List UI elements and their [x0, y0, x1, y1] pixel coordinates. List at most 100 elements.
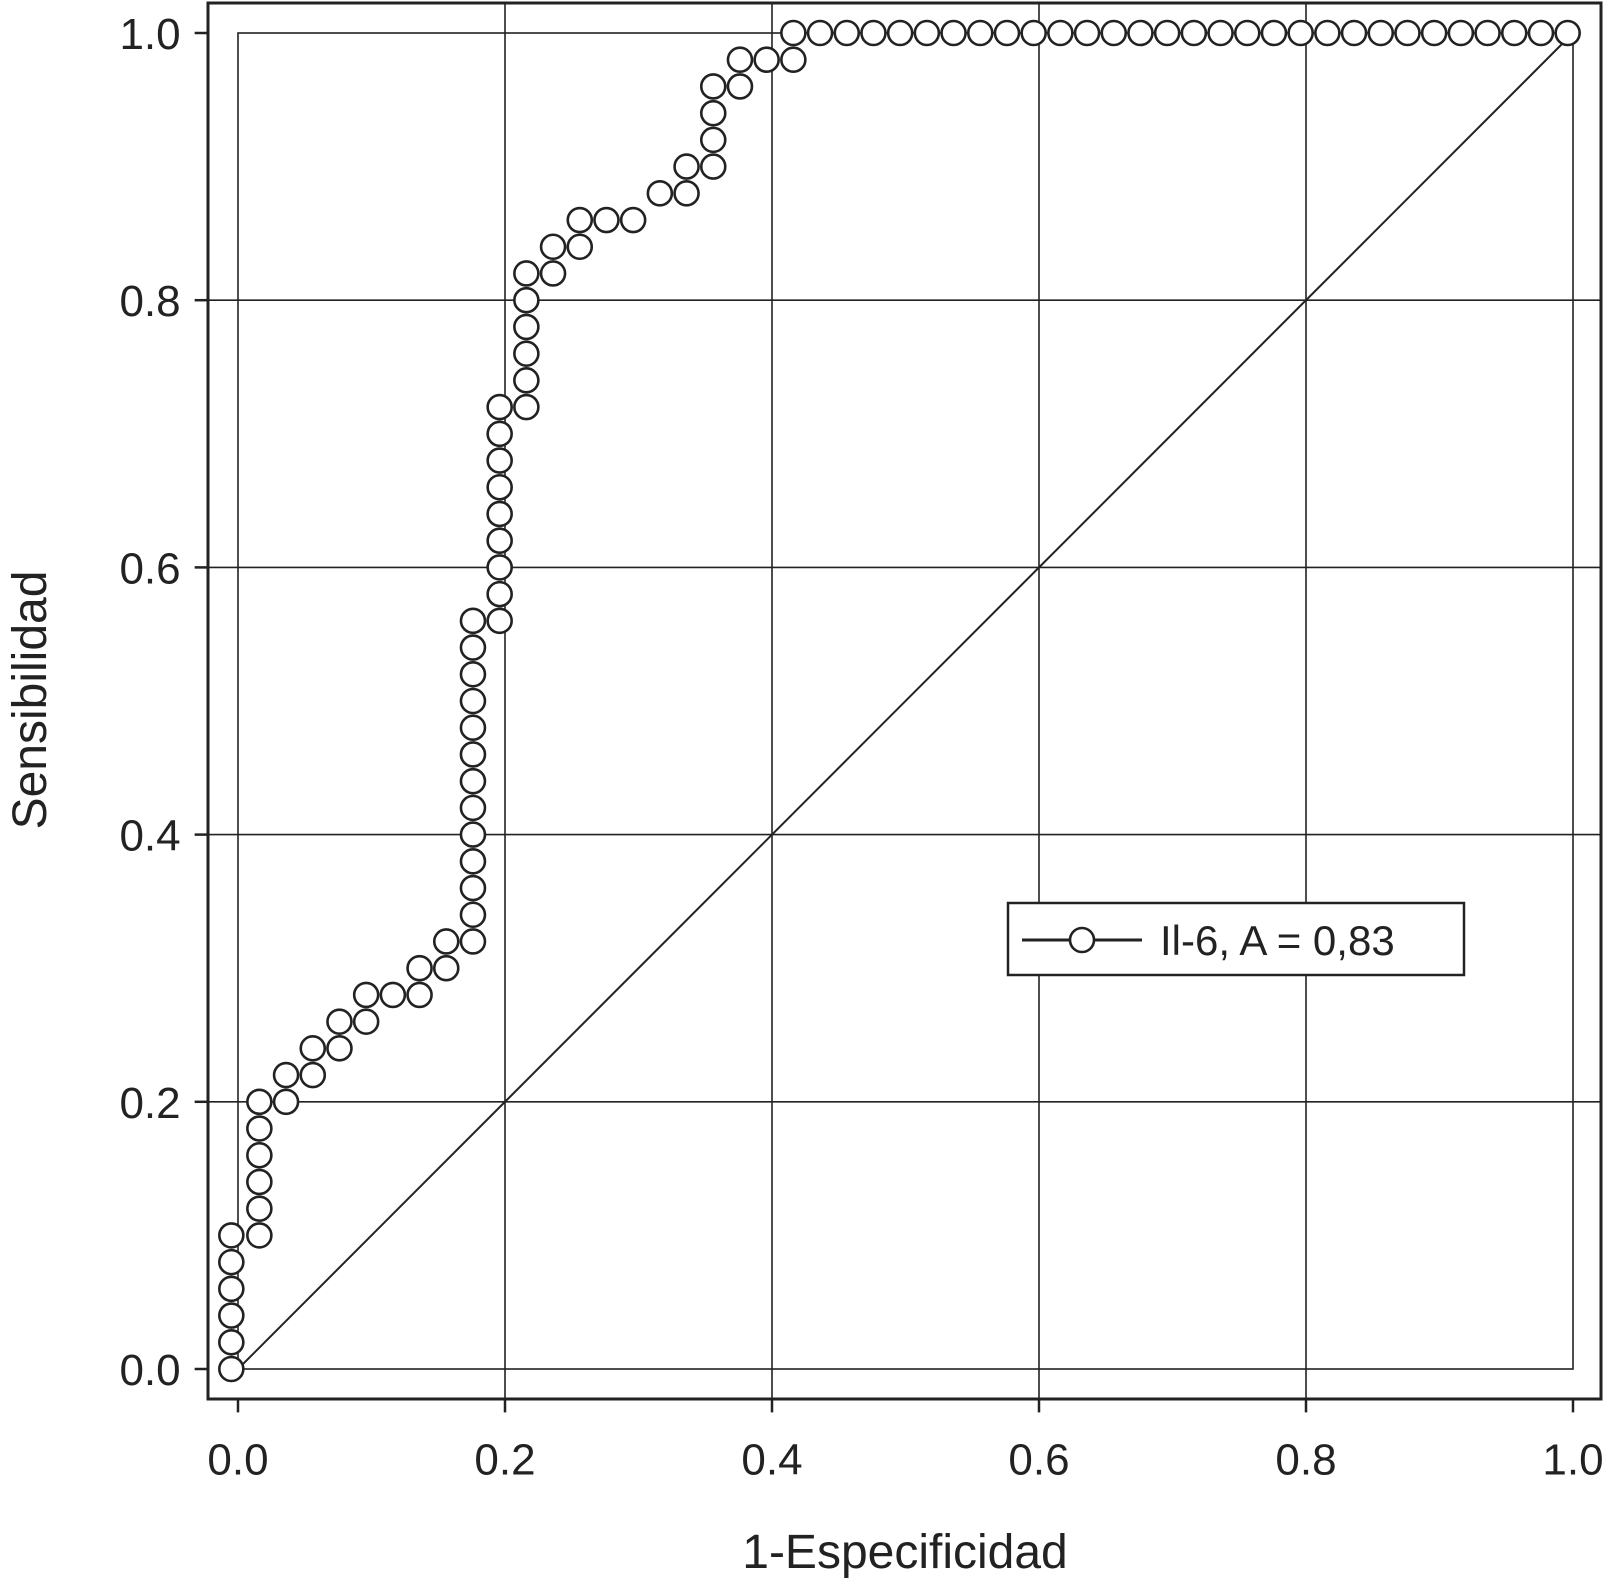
roc-point	[379, 981, 407, 1009]
roc-point	[459, 821, 487, 848]
roc-point	[1500, 19, 1528, 47]
legend-marker-sample	[1068, 926, 1096, 954]
roc-point	[1554, 19, 1581, 47]
roc-point	[1420, 19, 1448, 47]
roc-point	[699, 153, 727, 180]
y-axis-ticks: 0.0 0.2 0.4 0.6 0.8 1.0	[119, 10, 209, 1395]
roc-point	[673, 180, 700, 207]
roc-point	[1340, 19, 1368, 47]
roc-point	[513, 313, 540, 341]
roc-point	[673, 153, 700, 180]
roc-point	[806, 19, 834, 47]
roc-point	[246, 1115, 273, 1142]
roc-point	[993, 19, 1021, 47]
roc-point	[218, 1275, 245, 1303]
roc-point	[459, 741, 487, 768]
roc-point	[459, 607, 487, 635]
roc-point	[246, 1195, 273, 1222]
roc-point	[940, 19, 967, 47]
roc-point	[886, 19, 914, 47]
roc-point	[406, 954, 433, 982]
roc-point	[619, 206, 647, 234]
roc-point	[1020, 19, 1047, 47]
roc-point	[780, 46, 807, 74]
roc-point	[218, 1222, 245, 1249]
roc-point	[646, 180, 674, 207]
roc-point	[699, 99, 727, 127]
roc-point	[459, 874, 487, 902]
legend: Il-6, A = 0,83	[1006, 901, 1466, 977]
chance-diagonal-line	[237, 32, 1574, 1370]
plot-frame	[206, 1, 1603, 1401]
x-tick-label: 0.6	[1008, 1435, 1069, 1484]
roc-point	[432, 928, 460, 955]
roc-point	[459, 660, 487, 688]
roc-point	[593, 206, 620, 234]
x-tick-label: 0.2	[474, 1435, 535, 1484]
roc-point	[1260, 19, 1288, 47]
y-tick-label: 1.0	[119, 10, 180, 59]
roc-point	[486, 393, 513, 421]
roc-point	[566, 206, 594, 234]
roc-point	[1073, 19, 1101, 47]
roc-point	[1314, 19, 1341, 47]
roc-point	[1127, 19, 1154, 47]
roc-point	[1207, 19, 1234, 47]
roc-point	[966, 19, 994, 47]
roc-point	[486, 447, 513, 474]
roc-point	[780, 19, 807, 47]
roc-point	[753, 46, 780, 74]
roc-point	[326, 1008, 353, 1035]
roc-point	[459, 767, 487, 795]
roc-point	[459, 901, 487, 929]
roc-point	[539, 260, 567, 287]
roc-point	[326, 1035, 353, 1062]
grid-lines	[208, 3, 1603, 1399]
roc-point	[1447, 19, 1475, 47]
roc-point	[699, 73, 727, 100]
roc-point	[486, 527, 513, 554]
roc-point	[272, 1088, 300, 1116]
roc-point	[1474, 19, 1501, 47]
roc-point	[513, 286, 540, 314]
roc-point	[1153, 19, 1181, 47]
roc-point	[726, 73, 754, 100]
roc-point	[246, 1222, 273, 1249]
roc-point	[1233, 19, 1261, 47]
roc-point	[459, 714, 487, 742]
roc-point	[833, 19, 861, 47]
roc-point	[486, 420, 513, 448]
roc-point	[218, 1302, 245, 1329]
roc-point	[486, 554, 513, 581]
roc-point	[459, 634, 487, 661]
x-tick-label: 0.4	[741, 1435, 802, 1484]
roc-point	[913, 19, 941, 47]
roc-point	[1047, 19, 1074, 47]
y-tick-label: 0.0	[119, 1346, 180, 1395]
roc-point	[406, 981, 433, 1009]
roc-point	[246, 1141, 273, 1169]
roc-point	[1527, 19, 1555, 47]
roc-point	[299, 1035, 327, 1062]
roc-point	[566, 233, 594, 261]
roc-point	[513, 367, 540, 394]
roc-point	[726, 46, 754, 74]
roc-point	[1100, 19, 1128, 47]
roc-point	[860, 19, 887, 47]
legend-entry-label: Il-6, A = 0,83	[1160, 917, 1395, 964]
x-tick-label: 0.0	[207, 1435, 268, 1484]
roc-point	[513, 340, 540, 367]
roc-point	[699, 126, 727, 154]
y-tick-label: 0.2	[119, 1079, 180, 1128]
roc-point	[486, 580, 513, 608]
y-axis-label: Sensibilidad	[4, 571, 57, 830]
roc-point	[272, 1061, 300, 1089]
roc-point	[246, 1168, 273, 1196]
roc-point	[459, 687, 487, 715]
x-axis-label: 1-Especificidad	[742, 1526, 1068, 1579]
roc-point	[246, 1088, 273, 1116]
roc-point	[1394, 19, 1421, 47]
roc-point	[1367, 19, 1395, 47]
roc-point	[299, 1061, 327, 1089]
